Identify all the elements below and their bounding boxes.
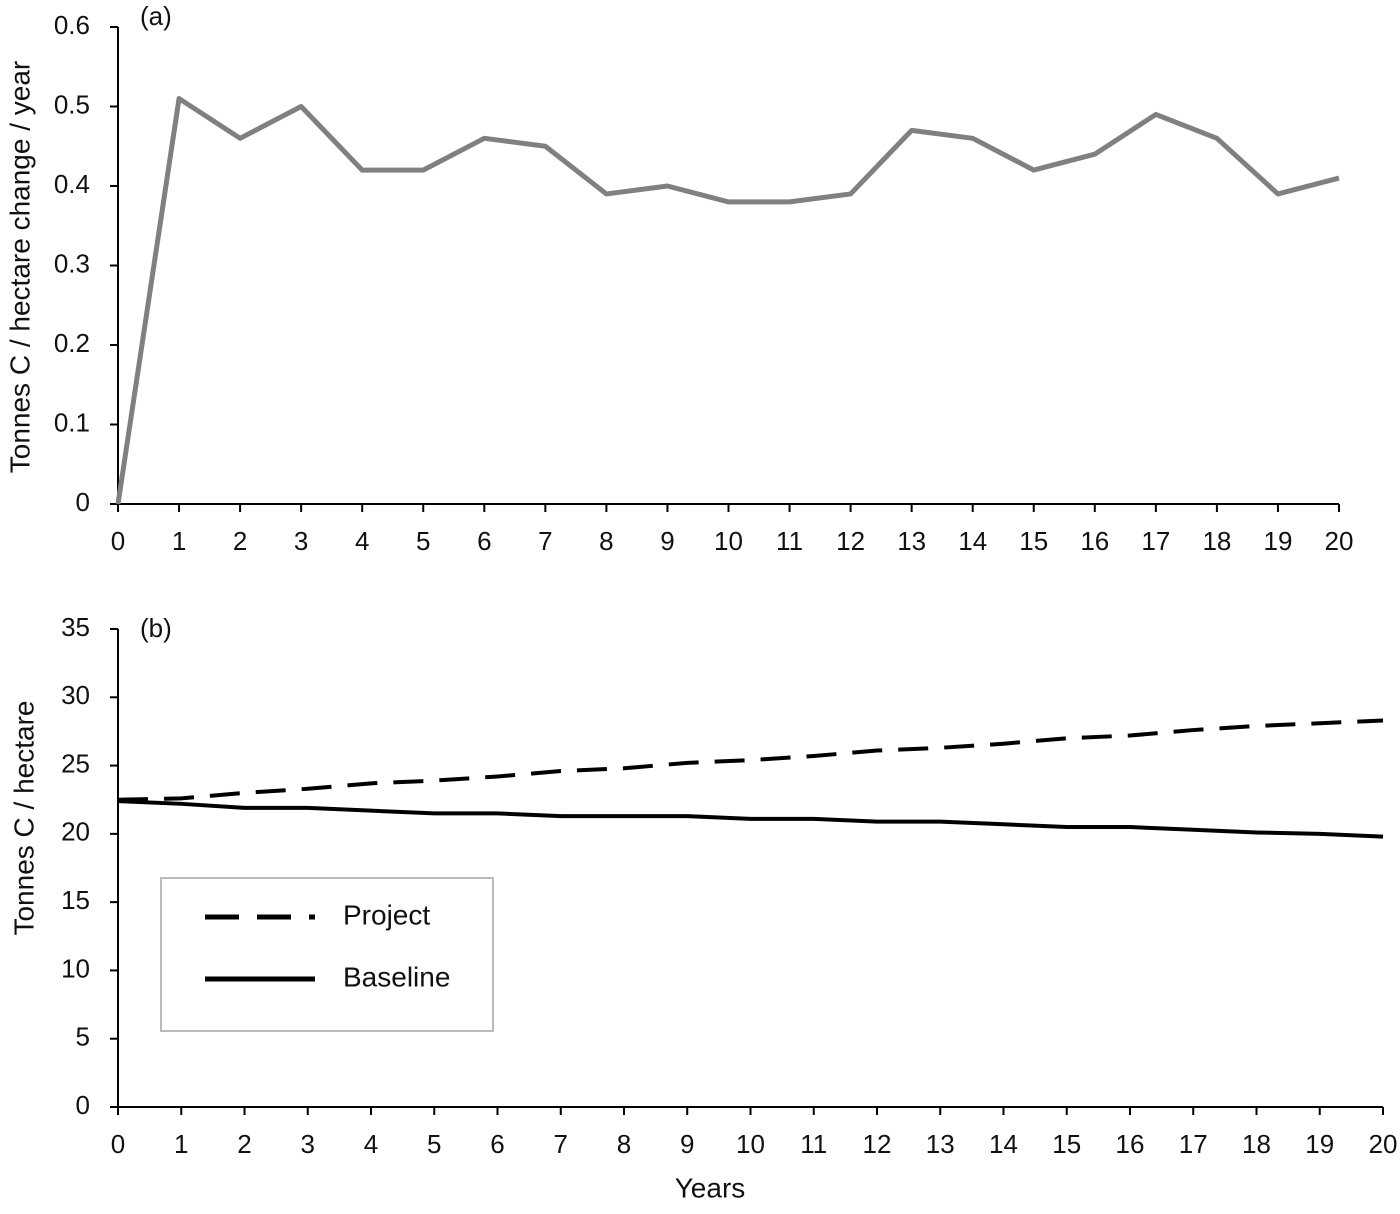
x-tick-label: 13: [897, 526, 926, 556]
x-tick-label: 9: [680, 1129, 694, 1159]
x-tick-label: 2: [233, 526, 247, 556]
x-tick-label: 6: [477, 526, 491, 556]
legend-label: Project: [343, 899, 430, 930]
y-axis-label: Tonnes C / hectare change / year: [4, 61, 35, 473]
y-tick-label: 0: [76, 1090, 90, 1120]
x-tick-label: 9: [660, 526, 674, 556]
x-tick-label: 10: [714, 526, 743, 556]
x-tick-label: 7: [554, 1129, 568, 1159]
y-tick-label: 20: [61, 817, 90, 847]
panel-label: (b): [140, 613, 172, 643]
y-axis-label: Tonnes C / hectare: [8, 700, 39, 935]
x-tick-label: 16: [1080, 526, 1109, 556]
x-tick-label: 8: [617, 1129, 631, 1159]
x-tick-label: 14: [958, 526, 987, 556]
x-tick-label: 11: [800, 1129, 827, 1159]
y-tick-label: 0.5: [54, 89, 90, 119]
x-axis-label: Years: [675, 1172, 746, 1203]
data-line: [115, 96, 1340, 505]
legend-label: Baseline: [343, 961, 450, 992]
x-tick-label: 1: [174, 1129, 188, 1159]
x-tick-label: 18: [1202, 526, 1231, 556]
y-tick-label: 5: [76, 1022, 90, 1052]
data-line: [117, 799, 1384, 839]
y-tick-label: 0: [76, 487, 90, 517]
x-tick-label: 20: [1369, 1129, 1398, 1159]
x-tick-label: 1: [172, 526, 186, 556]
y-tick-label: 0.3: [54, 248, 90, 278]
data-line: [117, 718, 1384, 802]
y-tick-label: 25: [61, 748, 90, 778]
y-tick-label: 35: [61, 612, 90, 642]
x-tick-label: 4: [364, 1129, 378, 1159]
panel: 00.10.20.30.40.50.60 1 2 3 4 5 6 7 8 9 10 11 12 13 14 1…: [4, 1, 1353, 556]
x-tick-label: 14: [989, 1129, 1018, 1159]
x-tick-label: 3: [294, 526, 308, 556]
legend-box: [160, 877, 494, 1032]
x-tick-label: 15: [1052, 1129, 1081, 1159]
x-tick-label: 8: [599, 526, 613, 556]
x-tick-label: 11: [776, 526, 803, 556]
y-tick-label: 0.4: [54, 169, 90, 199]
legend: Project Baseline: [160, 877, 494, 1032]
x-tick-label: 15: [1019, 526, 1048, 556]
x-tick-label: 13: [926, 1129, 955, 1159]
x-tick-label: 5: [416, 526, 430, 556]
x-tick-label: 17: [1179, 1129, 1208, 1159]
x-tick-label: 19: [1305, 1129, 1334, 1159]
y-tick-label: 30: [61, 680, 90, 710]
y-tick-label: 15: [61, 885, 90, 915]
x-tick-label: 16: [1116, 1129, 1145, 1159]
x-tick-label: 20: [1325, 526, 1354, 556]
x-tick-label: 5: [427, 1129, 441, 1159]
x-tick-label: 2: [237, 1129, 251, 1159]
x-tick-label: 3: [301, 1129, 315, 1159]
y-tick-label: 0.6: [54, 10, 90, 40]
x-tick-label: 4: [355, 526, 369, 556]
y-tick-label: 0.1: [54, 407, 90, 437]
x-tick-label: 7: [538, 526, 552, 556]
y-tick-label: 0.2: [54, 328, 90, 358]
x-tick-label: 10: [736, 1129, 765, 1159]
x-tick-label: 12: [836, 526, 865, 556]
x-tick-label: 17: [1141, 526, 1170, 556]
panel-label: (a): [140, 1, 172, 31]
x-tick-label: 6: [490, 1129, 504, 1159]
x-tick-label: 0: [111, 1129, 125, 1159]
x-tick-label: 0: [111, 526, 125, 556]
x-tick-label: 12: [863, 1129, 892, 1159]
x-tick-label: 19: [1263, 526, 1292, 556]
x-tick-label: 18: [1242, 1129, 1271, 1159]
y-tick-label: 10: [61, 953, 90, 983]
